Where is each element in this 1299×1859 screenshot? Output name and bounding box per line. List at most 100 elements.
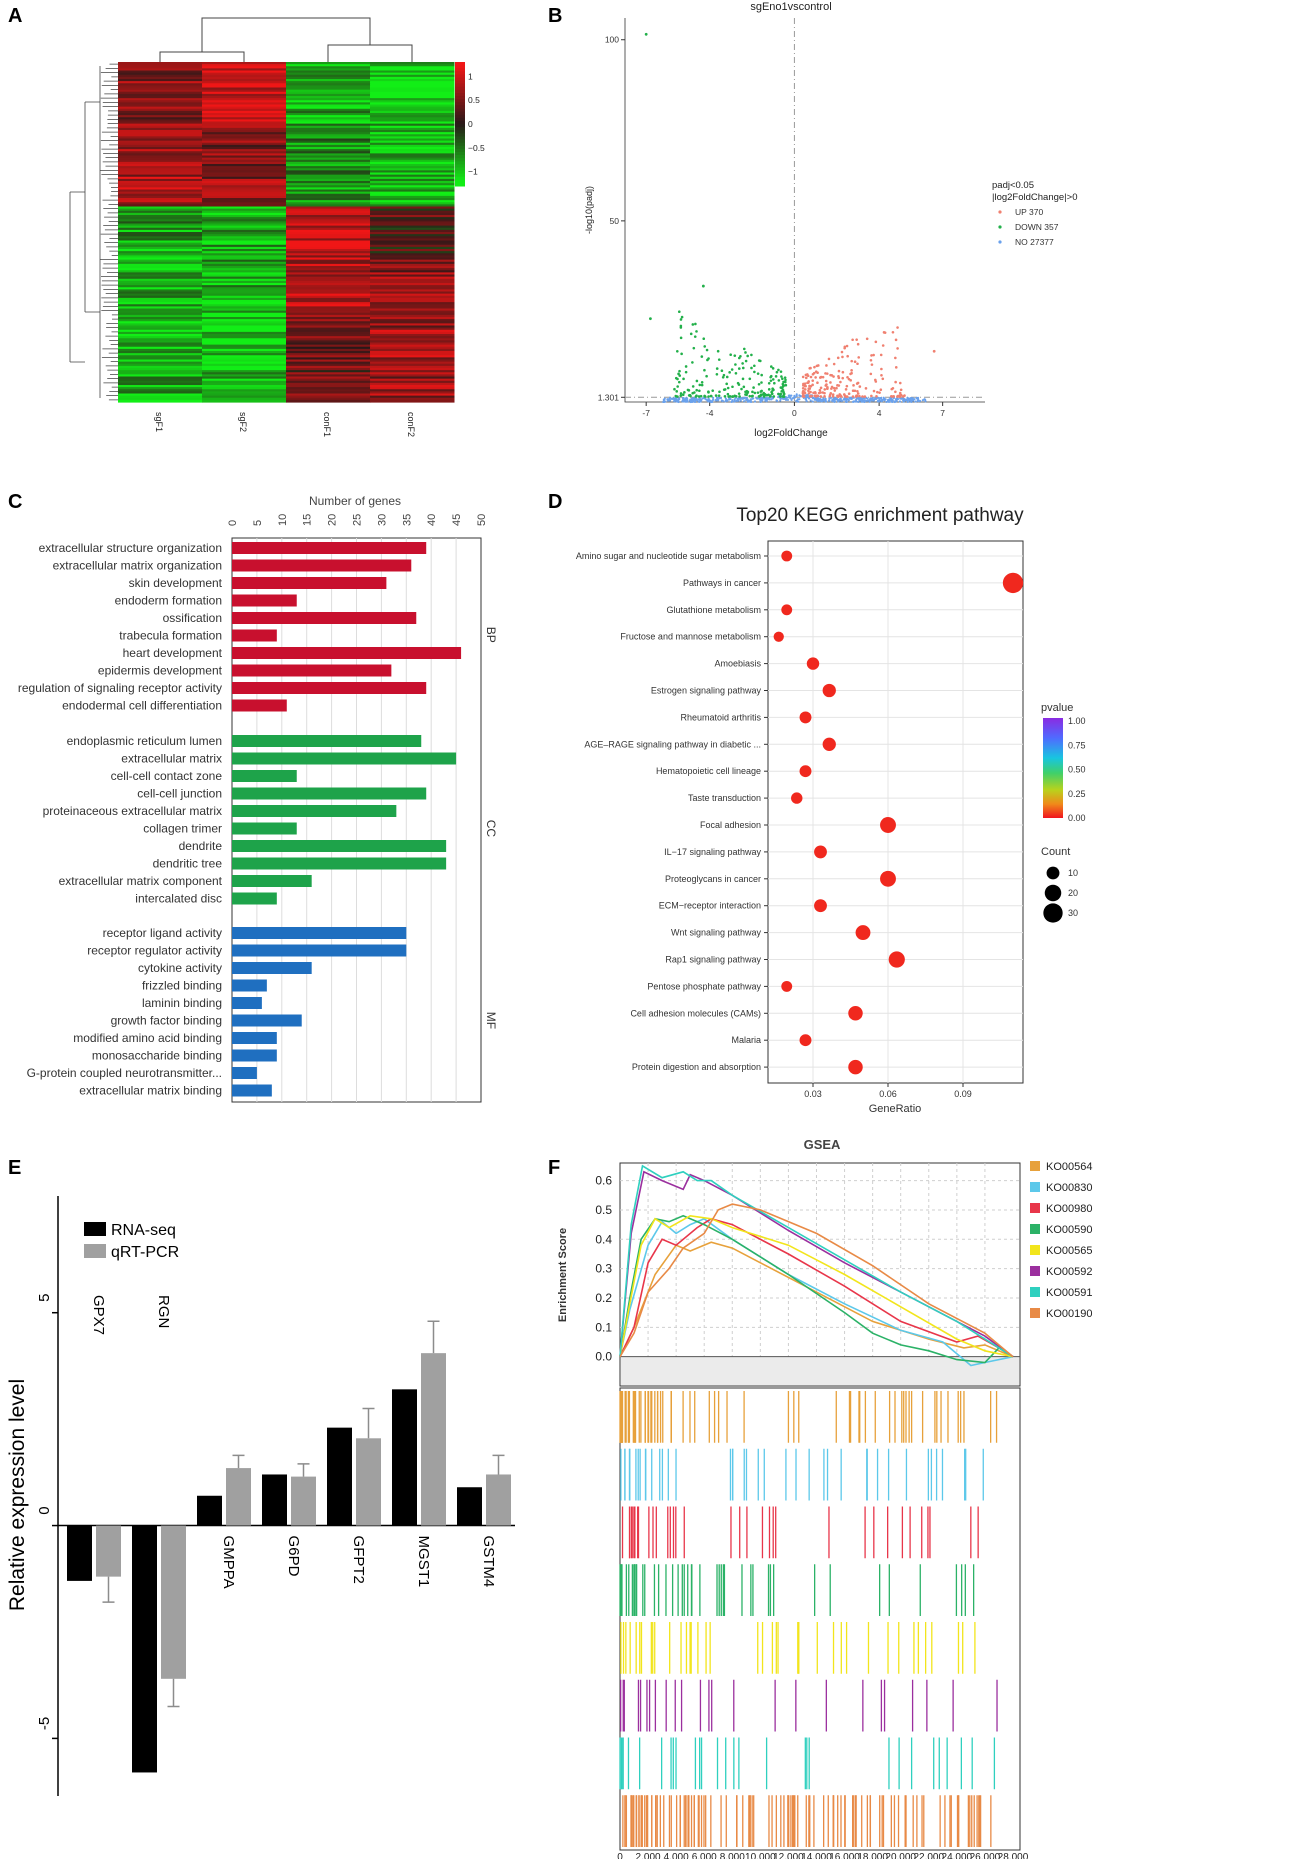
up-point	[841, 355, 844, 359]
heatmap-cell	[202, 357, 287, 361]
heatmap-cell	[118, 340, 203, 344]
heatmap-cell	[118, 308, 203, 312]
go-bar	[232, 892, 277, 905]
volcano-legend-marker	[998, 225, 1002, 229]
go-bar	[232, 805, 397, 817]
heatmap-cell	[118, 306, 203, 310]
down-point	[644, 32, 648, 36]
up-point	[839, 395, 843, 398]
heatmap-cell	[286, 368, 371, 371]
heatmap-cell	[286, 391, 371, 395]
up-point	[854, 395, 858, 398]
gsea-y-tick: 0.4	[595, 1232, 612, 1246]
heatmap-cell	[202, 295, 287, 299]
down-point	[740, 387, 743, 391]
colorbar-swatch	[455, 164, 465, 168]
no-change-point	[795, 393, 798, 396]
up-point	[865, 337, 869, 341]
heatmap-cell	[370, 389, 455, 392]
down-point	[680, 352, 683, 356]
heatmap-cell	[202, 310, 287, 314]
heatmap-cell	[370, 340, 455, 344]
heatmap-cell	[118, 170, 203, 174]
heatmap-cell	[118, 110, 203, 114]
heatmap-cell	[118, 189, 203, 193]
kegg-plot-frame	[767, 540, 1024, 1084]
up-point	[879, 353, 883, 357]
heatmap-cell	[202, 374, 287, 378]
heatmap-cell	[202, 268, 287, 271]
down-point	[693, 391, 696, 394]
heatmap-cell	[286, 189, 371, 193]
heatmap-cell	[118, 68, 203, 72]
up-point	[894, 390, 897, 394]
heatmap-cell	[202, 380, 287, 384]
down-point	[698, 389, 701, 393]
heatmap-cell	[118, 85, 203, 89]
e-y-tick: 5	[36, 1294, 53, 1302]
kegg-x-tick: 0.06	[879, 1089, 897, 1099]
gsea-x-tick: 22,000	[913, 1852, 944, 1859]
heatmap-cell	[286, 372, 371, 375]
rnaseq-bar	[457, 1487, 482, 1526]
gsea-plot-frame	[619, 1162, 1021, 1387]
heatmap-cell	[286, 110, 371, 114]
heatmap-cell	[118, 385, 203, 388]
down-point	[771, 378, 775, 381]
heatmap-cell	[286, 134, 371, 137]
heatmap-cell	[202, 272, 287, 276]
kegg-dot	[880, 817, 896, 833]
down-point	[678, 369, 681, 373]
heatmap-cell	[286, 223, 371, 227]
gsea-x-tick: 0	[617, 1852, 623, 1859]
kegg-dot	[806, 657, 820, 670]
error-bar	[102, 1576, 115, 1603]
heatmap-cell	[202, 385, 287, 388]
down-point	[679, 394, 683, 397]
go-bar	[232, 542, 427, 554]
no-change-point	[668, 399, 672, 402]
go-term-label: endoderm formation	[115, 594, 222, 608]
heatmap-cell	[118, 257, 203, 261]
colorbar-swatch	[455, 130, 465, 134]
heatmap-cell	[202, 229, 287, 233]
count-legend-title: Count	[1041, 846, 1070, 858]
down-point	[748, 394, 752, 398]
heatmap-cell	[202, 153, 287, 157]
heatmap-cell	[202, 393, 287, 397]
heatmap-cell	[286, 289, 371, 293]
heatmap-cell	[202, 353, 287, 356]
up-point	[875, 394, 878, 398]
heatmap-cell	[370, 219, 455, 222]
heatmap-cell	[370, 174, 455, 178]
heatmap-cell	[370, 100, 455, 103]
heatmap-cell	[370, 76, 455, 80]
kegg-panel: Amino sugar and nucleotide sugar metabol…	[576, 505, 1086, 1115]
heatmap-cell	[370, 227, 455, 231]
heatmap-cell	[286, 198, 371, 201]
go-group-label: BP	[484, 627, 498, 643]
up-point	[874, 340, 878, 344]
heatmap-cell	[286, 270, 371, 273]
go-bar	[232, 997, 262, 1009]
heatmap-cell	[370, 363, 455, 367]
no-change-point	[895, 398, 898, 401]
down-point	[756, 391, 760, 394]
no-change-point	[842, 398, 845, 401]
no-change-point	[924, 398, 927, 401]
heatmap-cell	[202, 242, 287, 246]
heatmap-cell	[118, 106, 203, 110]
down-point	[679, 326, 683, 329]
no-change-point	[845, 400, 848, 403]
heatmap-cell	[370, 121, 455, 125]
up-point	[814, 376, 817, 379]
heatmap-cell	[118, 191, 203, 195]
gsea-legend-swatch	[1030, 1287, 1040, 1297]
heatmap-cell	[286, 157, 371, 161]
kegg-pathway-label: Rap1 signaling pathway	[665, 955, 761, 965]
rnaseq-bar	[67, 1525, 92, 1581]
go-term-label: ossification	[163, 611, 222, 625]
heatmap-cell	[370, 253, 455, 256]
heatmap-cell	[118, 372, 203, 375]
heatmap-cell	[202, 106, 287, 110]
